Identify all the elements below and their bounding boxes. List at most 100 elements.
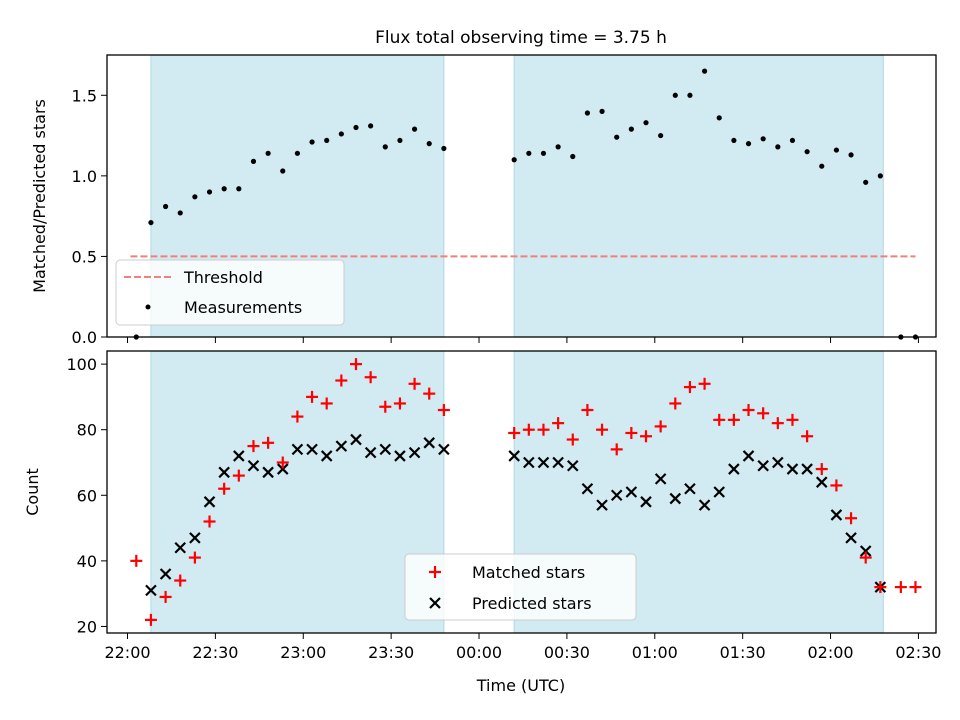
matched-stars-point [771, 417, 784, 430]
measurement-point [236, 186, 242, 192]
time-x-axis: 22:00 22:30 23:00 23:30 00:00 00:30 01:00 01:30… [104, 633, 941, 662]
matched-stars-point [306, 390, 319, 403]
y-tick-label: 100 [66, 355, 97, 374]
matched-stars-point [423, 387, 436, 400]
matched-stars-point [349, 358, 362, 371]
matched-stars-point [144, 613, 157, 626]
matched-stars-point [393, 397, 406, 410]
predicted-stars-point [394, 450, 406, 462]
y-tick-label: 1.0 [72, 167, 97, 186]
predicted-stars-point [350, 433, 362, 446]
matched-stars-point [757, 407, 770, 420]
matched-stars-point [894, 581, 907, 594]
predicted-stars-point [596, 499, 608, 511]
measurements-series [133, 68, 919, 340]
y-tick-label: 1.5 [72, 86, 97, 105]
count-panel: 20 40 60 80 100 22:00 22:30 23:00 23:30 00:00 00:… [23, 350, 941, 695]
x-tick-label: 02:00 [807, 643, 853, 662]
matched-stars-point [335, 374, 348, 387]
predicted-stars-point [523, 456, 535, 469]
predicted-stars-point [610, 489, 623, 502]
matched-legend-label: Matched stars [472, 563, 585, 582]
measurement-point [511, 157, 517, 163]
ratio-legend: Threshold Measurements [115, 259, 345, 326]
predicted-stars-point [581, 482, 594, 495]
measurement-point [877, 173, 883, 179]
predicted-legend-label: Predicted stars [472, 594, 592, 613]
predicted-stars-point [145, 584, 157, 597]
measurement-point [804, 149, 810, 155]
x-tick-label: 23:00 [280, 643, 326, 662]
count-panel-frame [106, 350, 937, 634]
matched-stars-point [845, 512, 858, 525]
matched-stars-point [683, 381, 696, 394]
matched-stars-point [909, 581, 922, 594]
matched-legend-swatch [429, 566, 441, 578]
matched-stars-point [859, 551, 872, 564]
measurement-point [221, 186, 227, 192]
measurement-point [658, 132, 664, 139]
measurement-point [206, 189, 213, 195]
predicted-stars-point [830, 509, 843, 521]
matched-stars-point [232, 469, 245, 482]
measurement-point [540, 150, 547, 156]
y-tick-label: 60 [77, 486, 97, 505]
measurement-point [555, 144, 561, 150]
x-axis-label: Time (UTC) [476, 676, 565, 695]
predicted-stars-point [566, 459, 579, 472]
matched-stars-point [203, 515, 216, 528]
predicted-stars-point [291, 443, 304, 456]
measurement-point [368, 123, 374, 129]
predicted-stars-point [640, 496, 652, 508]
matched-stars-point [639, 430, 652, 443]
x-tick-label: 00:00 [456, 643, 502, 662]
matched-stars-point [801, 430, 814, 443]
y-tick-label: 0.5 [72, 247, 97, 266]
matched-stars-point [291, 410, 304, 423]
matched-stars-point [786, 413, 799, 426]
predicted-stars-point [845, 532, 857, 544]
ratio-panel-frame [106, 54, 937, 338]
matched-stars-point [159, 590, 172, 603]
measurement-point [338, 131, 344, 137]
predicted-stars-point [335, 440, 348, 452]
measurement-point [760, 136, 766, 142]
matched-stars-point [727, 413, 740, 426]
matched-stars-point [218, 482, 231, 495]
measurement-point [526, 150, 532, 156]
y-tick-label: 20 [77, 617, 97, 636]
matched-legend-marker [429, 566, 441, 578]
predicted-stars-point [815, 476, 828, 488]
predicted-stars-point [189, 532, 201, 544]
ratio-y-axis-label: Matched/Predicted stars [30, 99, 49, 293]
chart-title: Flux total observing time = 3.75 h [375, 28, 667, 48]
matched-stars-point [566, 433, 579, 446]
predicted-legend-marker [429, 597, 441, 609]
predicted-stars-point [713, 486, 726, 498]
matched-stars-point [379, 400, 392, 413]
matched-stars-point [625, 426, 638, 439]
shaded-span [150, 350, 445, 634]
measurement-point [701, 68, 708, 74]
predicted-stars-point [772, 456, 784, 469]
predicted-stars-point [669, 492, 682, 505]
matched-stars-point [174, 574, 187, 587]
x-tick-label: 01:00 [632, 643, 678, 662]
matched-stars-point [596, 423, 609, 436]
measurement-point [789, 137, 796, 144]
ratio-x-ticks [127, 337, 919, 343]
count-y-axis: 20 40 60 80 100 [66, 355, 107, 636]
measurement-point [148, 219, 154, 226]
y-tick-label: 40 [77, 552, 97, 571]
predicted-stars-point [552, 456, 564, 469]
predicted-stars-point [159, 568, 172, 580]
predicted-stars-point [654, 473, 667, 485]
measurement-point [397, 137, 403, 144]
measurement-point [716, 115, 722, 121]
measurement-point [294, 150, 301, 156]
measurement-point [628, 126, 634, 132]
predicted-stars-point [859, 545, 872, 557]
predicted-stars-point [438, 443, 450, 456]
matched-stars-point [698, 377, 711, 390]
